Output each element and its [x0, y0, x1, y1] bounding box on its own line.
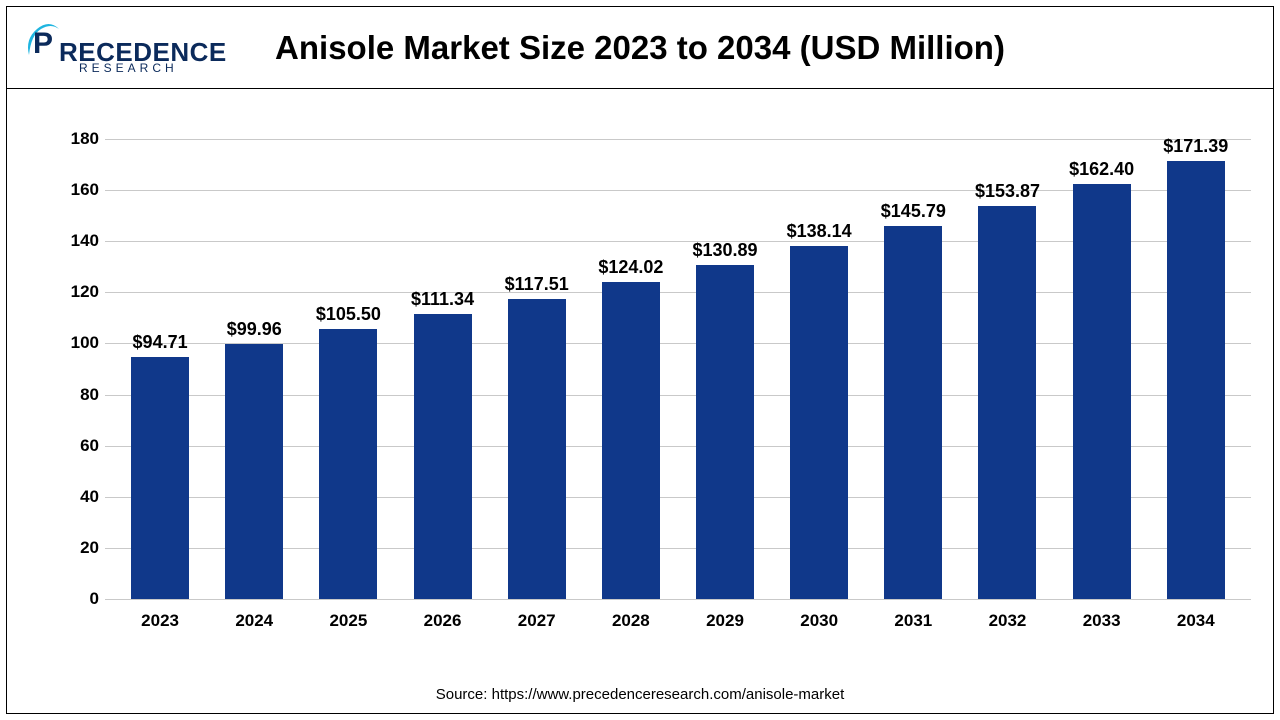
- bar-group: $105.502025: [303, 329, 393, 599]
- bar: [131, 357, 189, 599]
- bar-group: $130.892029: [680, 265, 770, 599]
- y-tick-label: 40: [65, 487, 99, 507]
- svg-text:P: P: [33, 27, 53, 60]
- bar-group: $138.142030: [774, 246, 864, 599]
- x-tick-label: 2024: [235, 611, 273, 631]
- bar: [225, 344, 283, 599]
- x-tick-label: 2025: [329, 611, 367, 631]
- bar-value-label: $138.14: [787, 221, 852, 242]
- bar-group: $111.342026: [398, 314, 488, 599]
- source-text: Source: https://www.precedenceresearch.c…: [7, 686, 1273, 703]
- y-tick-label: 140: [65, 231, 99, 251]
- y-tick-label: 120: [65, 282, 99, 302]
- header-row: P RECEDENCE RESEARCH Anisole Market Size…: [7, 7, 1273, 89]
- x-tick-label: 2031: [894, 611, 932, 631]
- bar-group: $171.392034: [1151, 161, 1241, 599]
- bar-value-label: $94.71: [133, 332, 188, 353]
- bar-group: $162.402033: [1057, 184, 1147, 599]
- x-tick-label: 2023: [141, 611, 179, 631]
- bar-value-label: $171.39: [1163, 136, 1228, 157]
- x-tick-label: 2030: [800, 611, 838, 631]
- x-tick-label: 2027: [518, 611, 556, 631]
- y-tick-label: 180: [65, 129, 99, 149]
- y-tick-label: 0: [65, 589, 99, 609]
- bar-value-label: $124.02: [598, 257, 663, 278]
- bar: [884, 226, 942, 599]
- x-tick-label: 2026: [424, 611, 462, 631]
- x-tick-label: 2029: [706, 611, 744, 631]
- bar: [414, 314, 472, 599]
- chart-area: 020406080100120140160180 $94.712023$99.9…: [65, 139, 1251, 635]
- brand-logo: P RECEDENCE RESEARCH: [21, 19, 227, 68]
- bar-value-label: $130.89: [692, 240, 757, 261]
- logo-sub-text: RESEARCH: [79, 61, 178, 75]
- bar-value-label: $145.79: [881, 201, 946, 222]
- bar-value-label: $117.51: [505, 274, 569, 295]
- bar-group: $99.962024: [209, 344, 299, 599]
- x-tick-label: 2028: [612, 611, 650, 631]
- bar-group: $153.872032: [962, 206, 1052, 599]
- y-tick-label: 80: [65, 385, 99, 405]
- bar: [1167, 161, 1225, 599]
- y-tick-label: 60: [65, 436, 99, 456]
- bar: [696, 265, 754, 599]
- y-tick-label: 20: [65, 538, 99, 558]
- x-tick-label: 2032: [989, 611, 1027, 631]
- bar: [602, 282, 660, 599]
- bar: [319, 329, 377, 599]
- bars-container: $94.712023$99.962024$105.502025$111.3420…: [105, 139, 1251, 599]
- bar-group: $117.512027: [492, 299, 582, 599]
- bar-value-label: $162.40: [1069, 159, 1134, 180]
- y-tick-label: 100: [65, 333, 99, 353]
- bar-value-label: $99.96: [227, 319, 282, 340]
- bar-group: $94.712023: [115, 357, 205, 599]
- x-tick-label: 2033: [1083, 611, 1121, 631]
- gridline: [105, 599, 1251, 600]
- y-tick-label: 160: [65, 180, 99, 200]
- bar-group: $124.022028: [586, 282, 676, 599]
- bar-group: $145.792031: [868, 226, 958, 599]
- bar: [1073, 184, 1131, 599]
- bar-value-label: $153.87: [975, 181, 1040, 202]
- bar: [790, 246, 848, 599]
- bar: [508, 299, 566, 599]
- logo-mark-icon: P: [21, 19, 63, 61]
- bar-value-label: $111.34: [411, 289, 474, 310]
- plot-region: 020406080100120140160180 $94.712023$99.9…: [105, 139, 1251, 599]
- chart-frame: P RECEDENCE RESEARCH Anisole Market Size…: [6, 6, 1274, 714]
- bar-value-label: $105.50: [316, 304, 381, 325]
- bar: [978, 206, 1036, 599]
- x-tick-label: 2034: [1177, 611, 1215, 631]
